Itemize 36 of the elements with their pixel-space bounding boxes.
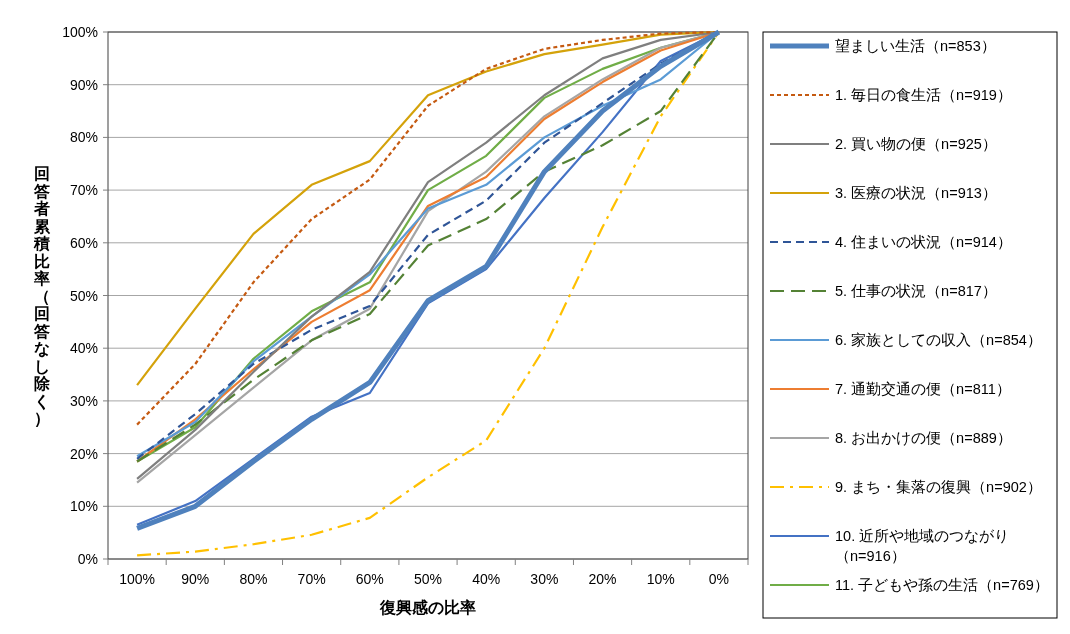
legend-label: 3. 医療の状況（n=913）	[835, 185, 997, 201]
x-tick-label: 70%	[297, 571, 326, 587]
x-tick-label: 10%	[646, 571, 675, 587]
y-tick-label: 30%	[69, 392, 98, 409]
y-tick-label: 50%	[69, 287, 98, 304]
legend-label: 5. 仕事の状況（n=817）	[835, 283, 997, 299]
legend-label: 8. お出かけの便（n=889）	[835, 430, 1012, 446]
x-tick-label: 60%	[355, 571, 384, 587]
y-tick-label: 60%	[69, 234, 98, 251]
y-tick-label: 80%	[69, 129, 98, 146]
y-tick-label: 100%	[62, 24, 98, 40]
legend-label: 2. 買い物の便（n=925）	[835, 136, 997, 152]
x-tick-label: 100%	[119, 571, 155, 587]
legend-label: 6. 家族としての収入（n=854）	[835, 332, 1042, 348]
x-tick-label: 40%	[472, 571, 501, 587]
legend-label: 1. 毎日の食生活（n=919）	[835, 87, 1012, 103]
legend-label: 4. 住まいの状況（n=914）	[835, 234, 1012, 250]
x-tick-label: 0%	[708, 571, 730, 587]
y-tick-label: 90%	[69, 76, 98, 93]
y-tick-label: 0%	[77, 551, 98, 567]
y-tick-label: 40%	[69, 340, 98, 357]
x-tick-label: 80%	[239, 571, 268, 587]
x-tick-label: 20%	[588, 571, 617, 587]
x-tick-label: 30%	[530, 571, 559, 587]
legend-label: 11. 子どもや孫の生活（n=769）	[835, 577, 1049, 593]
legend-label: 7. 通勤交通の便（n=811）	[835, 381, 1011, 397]
y-tick-label: 10%	[69, 498, 98, 515]
y-tick-label: 20%	[69, 445, 98, 462]
text: 回答者累積比率（回答なし除く）	[34, 165, 50, 427]
x-axis-title: 復興感の比率	[379, 598, 476, 616]
x-tick-label: 50%	[413, 571, 443, 587]
y-tick-label: 70%	[69, 182, 98, 199]
legend-label: 9. まち・集落の復興（n=902）	[835, 479, 1042, 495]
legend-label: 10. 近所や地域のつながり（n=916）	[835, 528, 1010, 564]
x-tick-label: 90%	[181, 571, 210, 587]
legend-label: 望ましい生活（n=853）	[835, 38, 996, 54]
